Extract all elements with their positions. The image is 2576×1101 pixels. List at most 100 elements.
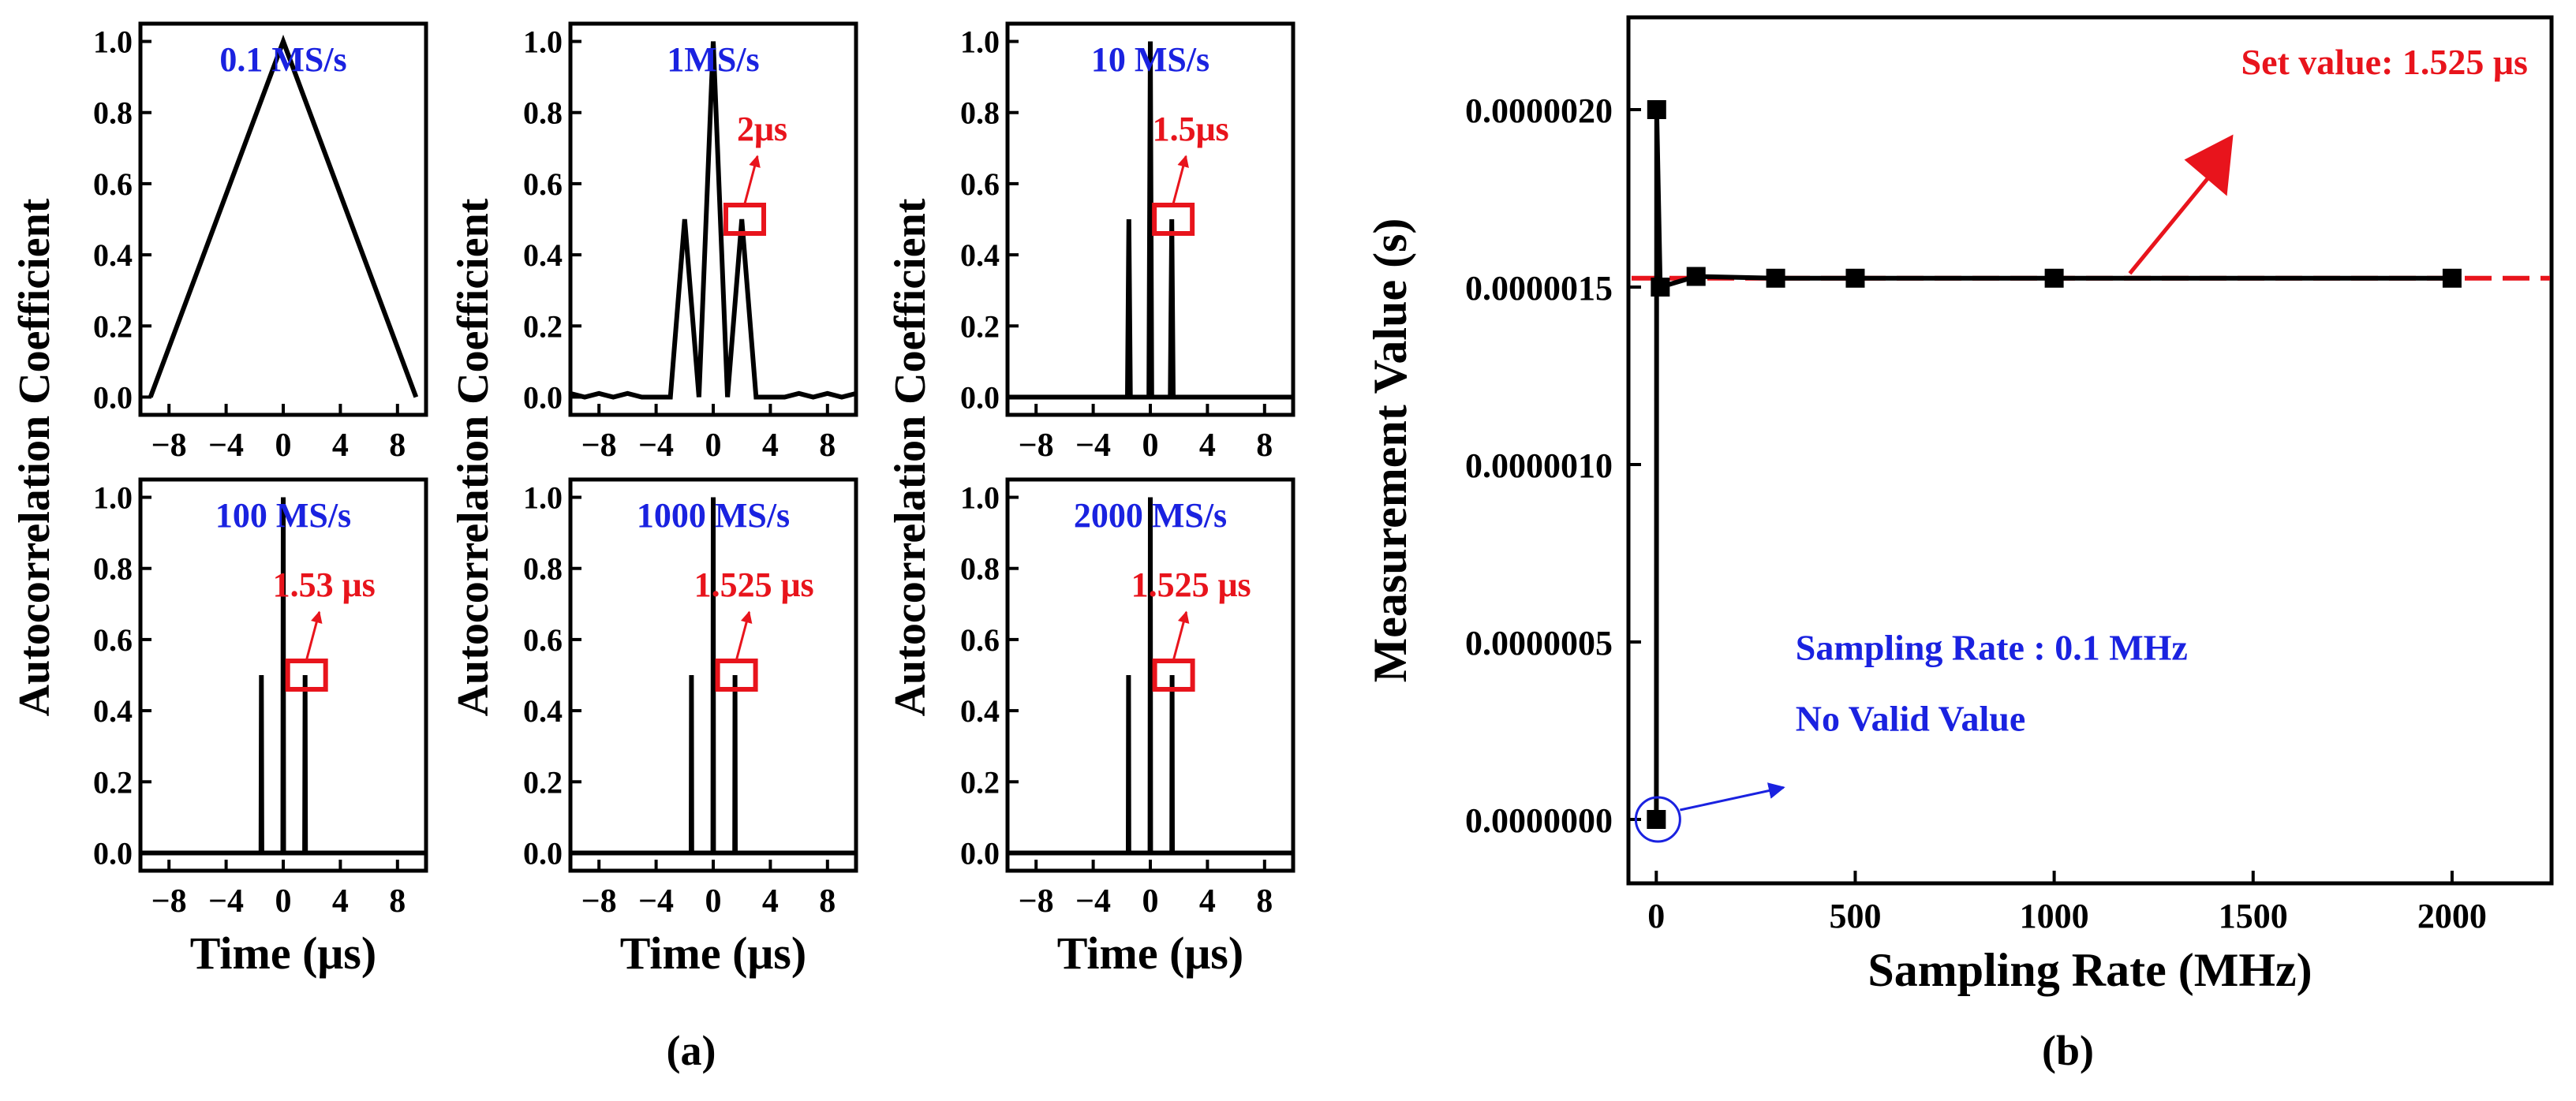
y-tick-label: 0.2: [523, 308, 563, 344]
series-line-a2: [570, 41, 857, 400]
y-tick-label: 1.0: [93, 24, 133, 60]
data-point: [1845, 268, 1865, 288]
y-tick-label: 0.8: [960, 551, 1000, 587]
subplot-title: 100 MS/s: [215, 496, 351, 535]
subplot-title: 0.1 MS/s: [219, 40, 346, 79]
y-tick-label: 0.0: [93, 379, 133, 415]
x-tick-label: 2000: [2417, 897, 2487, 935]
ylabel-col3: Autocorrelation Coefficient: [886, 198, 935, 716]
y-tick-label: 0.4: [960, 693, 1000, 729]
data-point: [1766, 268, 1785, 288]
y-tick-label: 0.2: [960, 308, 1000, 344]
series-line-a1: [148, 34, 419, 398]
y-tick-label: 0.2: [523, 764, 563, 800]
y-tick-label: 0.4: [523, 693, 563, 729]
y-tick-label: 0.2: [93, 308, 133, 344]
subplot-a3: −8 −4 0 4 8 0.0 0.2 0.4 0.6 0.8 1.0 10 MS/s 1.5μs: [960, 21, 1295, 464]
series-line-a3: [1008, 41, 1293, 400]
data-point: [1686, 267, 1706, 286]
y-tick-label: 0.0000020: [1465, 91, 1613, 130]
x-tick-label: −8: [1019, 883, 1054, 920]
y-tick-label: 0.6: [960, 622, 1000, 658]
annotation-label: 1.5μs: [1153, 110, 1229, 148]
x-tick-label: −4: [208, 427, 244, 464]
y-tick-label: 0.0: [523, 835, 563, 871]
y-tick-label: 0.6: [93, 622, 133, 658]
x-tick-label: 8: [819, 883, 836, 920]
annotation-label: 2μs: [737, 110, 787, 148]
x-axis-label: Time (μs): [190, 927, 376, 979]
x-tick-label: 0: [1647, 897, 1665, 935]
subplot-title: 1MS/s: [667, 40, 759, 79]
y-tick-label: 0.0000015: [1465, 269, 1613, 308]
series-line-a5: [570, 497, 856, 856]
subplot-a2: −8 −4 0 4 8 0.0 0.2 0.4 0.6 0.8 1.0 1MS/s 2μs: [523, 21, 858, 464]
x-tick-label: 0: [275, 427, 292, 464]
x-tick-label: 4: [1199, 427, 1216, 464]
data-point: [1647, 810, 1666, 829]
x-tick-label: −4: [638, 883, 674, 920]
x-tick-label: 8: [389, 427, 406, 464]
data-point: [2442, 268, 2462, 288]
y-tick-label: 0.0000010: [1465, 446, 1613, 485]
x-tick-label: −8: [581, 883, 617, 920]
y-tick-label: 0.6: [960, 166, 1000, 202]
note-line1: Sampling Rate : 0.1 MHz: [1796, 628, 2188, 668]
y-tick-label: 0.0000005: [1465, 624, 1613, 662]
y-tick-label: 1.0: [960, 480, 1000, 516]
x-tick-label: 8: [819, 427, 836, 464]
measurement-line: [1654, 109, 2452, 820]
y-tick-label: 0.2: [960, 764, 1000, 800]
subplot-a6: −8 −4 0 4 8 0.0 0.2 0.4 0.6 0.8 1.0 2000 MS/s 1.525 …: [960, 477, 1295, 979]
ylabel-col2: Autocorrelation Coefficient: [449, 198, 498, 716]
annotation-label: 1.525 μs: [694, 565, 814, 604]
subplot-title: 2000 MS/s: [1074, 496, 1227, 535]
x-tick-label: 0: [275, 883, 292, 920]
y-tick-label: 0.0000000: [1465, 801, 1613, 840]
panel-a: −8 −4 0 4 8 0.0 0.2 0.4 0.6 0.8 1.0 0.1 MS/s −8 −4 0 4 8…: [93, 21, 1295, 979]
y-tick-label: 0.8: [93, 95, 133, 131]
y-tick-label: 0.8: [523, 551, 563, 587]
annotation-arrow: [735, 610, 753, 660]
y-tick-label: 0.0: [93, 835, 133, 871]
y-tick-label: 0.4: [960, 237, 1000, 273]
ylabel-col1: Autocorrelation Coefficient: [10, 198, 59, 716]
x-tick-label: 1000: [2020, 897, 2089, 935]
annotation-label: 1.525 μs: [1131, 565, 1251, 604]
series-line-a6: [1008, 497, 1293, 856]
x-tick-label: −8: [581, 427, 617, 464]
x-tick-label: 500: [1829, 897, 1881, 935]
y-axis-label: Measurement Value (s): [1364, 218, 1416, 683]
x-tick-label: −8: [151, 883, 187, 920]
plot-frame-b: [1626, 15, 2554, 886]
data-point: [1651, 278, 1670, 297]
x-tick-label: −8: [151, 427, 187, 464]
y-tick-label: 0.0: [960, 835, 1000, 871]
data-point: [1647, 100, 1666, 119]
highlight-box: [285, 659, 328, 692]
y-tick-label: 0.4: [93, 693, 133, 729]
annotation-label: 1.53 μs: [273, 565, 376, 604]
subplot-a4: −8 −4 0 4 8 0.0 0.2 0.4 0.6 0.8 1.0 100 MS/s 1.53 μs…: [93, 477, 428, 979]
x-tick-label: 0: [705, 883, 722, 920]
set-value-arrow-shaft: [2128, 170, 2215, 275]
y-tick-label: 0.6: [523, 166, 563, 202]
x-tick-label: −4: [1075, 427, 1111, 464]
subplot-title: 1000 MS/s: [637, 496, 790, 535]
y-tick-label: 0.4: [93, 237, 133, 273]
annotation-arrow: [1172, 155, 1189, 204]
y-tick-label: 0.0: [523, 379, 563, 415]
x-tick-label: 0: [1142, 883, 1159, 920]
x-tick-label: −4: [208, 883, 244, 920]
annotation-arrow: [305, 610, 323, 660]
highlight-box: [723, 203, 767, 236]
caption-b: (b): [2042, 1027, 2094, 1074]
highlight-box: [1152, 659, 1195, 692]
x-tick-label: 8: [1256, 883, 1273, 920]
x-axis-label: Time (μs): [620, 927, 806, 979]
y-tick-label: 0.8: [523, 95, 563, 131]
note-arrow: [1680, 782, 1785, 812]
y-tick-label: 1.0: [93, 480, 133, 516]
x-tick-label: 4: [762, 883, 779, 920]
x-tick-label: 0: [705, 427, 722, 464]
